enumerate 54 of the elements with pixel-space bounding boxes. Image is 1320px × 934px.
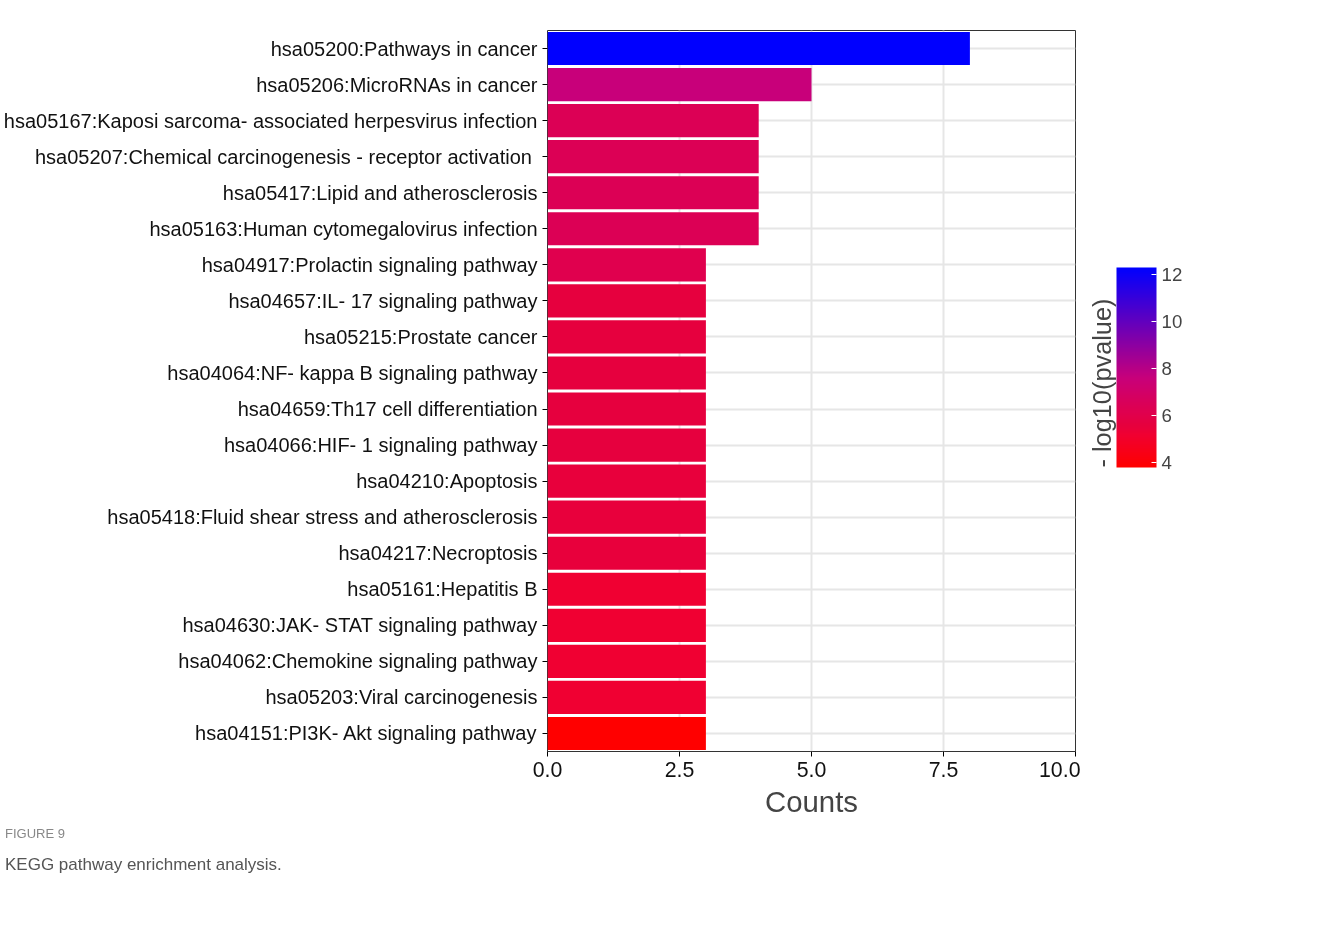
bar [547,176,759,210]
bar [547,608,706,642]
bar [547,464,706,498]
x-tick-label: 2.5 [664,757,695,782]
y-tick-label: hsa05161:Hepatitis B [347,578,538,601]
bar [547,356,706,390]
caption: FIGURE 9 [5,825,65,843]
bar [547,67,812,102]
bar [547,140,759,174]
y-tick-label: hsa04151:PI3K- Akt signaling pathway [195,722,537,745]
x-tick-label: 10.0 [1038,757,1081,782]
y-tick-label: hsa04210:Apoptosis [356,470,538,493]
bar [547,320,706,354]
y-tick-label: hsa05207:Chemical carcinogenesis - receptor activation [35,145,532,168]
y-tick-label: hsa05215:Prostate cancer [304,325,538,348]
bar [547,284,706,318]
y-tick-label: hsa05203:Viral carcinogenesis [265,686,538,709]
bar [547,104,759,138]
bar [547,644,706,678]
y-tick-label: hsa05417:Lipid and atherosclerosis [222,181,538,204]
text: KEGG pathway enrichment analysis. [5,854,282,876]
color-bar-label: 8 [1161,358,1172,380]
y-tick-label: hsa04630:JAK- STAT signaling pathway [182,614,538,637]
y-tick-label: hsa05163:Human cytomegalovirus infection [149,217,538,240]
color-bar-title: - log10(pvalue) [1087,298,1116,468]
bar [547,248,706,282]
y-tick-label: hsa04062:Chemokine signaling pathway [178,650,538,673]
y-tick-label: hsa04064:NF- kappa B signaling pathway [167,361,538,384]
bar [547,428,706,462]
bar [547,500,706,534]
bar [547,536,706,570]
bar [547,680,706,715]
color-bar-label: 12 [1161,264,1183,286]
color-bar-label: 4 [1161,452,1172,474]
y-tick-label: hsa04066:HIF- 1 signaling pathway [223,434,538,457]
y-tick-label: hsa04917:Prolactin signaling pathway [201,253,538,276]
color-bar-label: 6 [1161,405,1172,427]
y-tick-label: hsa04217:Necroptosis [338,542,538,565]
x-axis-title: Counts [765,784,858,818]
y-tick-label: hsa05167:Kaposi sarcoma- associated herpesvirus infection [3,109,538,132]
y-tick-label: hsa04657:IL- 17 signaling pathway [228,289,538,312]
y-tick-label: hsa05418:Fluid shear stress and atherosclerosis [107,506,538,529]
x-tick-label: 7.5 [928,757,959,782]
bar [547,212,759,246]
y-tick-label: hsa04659:Th17 cell differentiation [237,398,538,421]
y-tick-label: hsa05200:Pathways in cancer [270,37,538,60]
y-tick-label: hsa05206:MicroRNAs in cancer [256,73,538,96]
bar [547,31,970,66]
bar [547,572,706,606]
color-bar-label: 10 [1161,311,1183,333]
bar [547,392,706,426]
x-tick-label: 0.0 [532,757,563,782]
x-tick-label: 5.0 [796,757,827,782]
bar [547,716,706,751]
